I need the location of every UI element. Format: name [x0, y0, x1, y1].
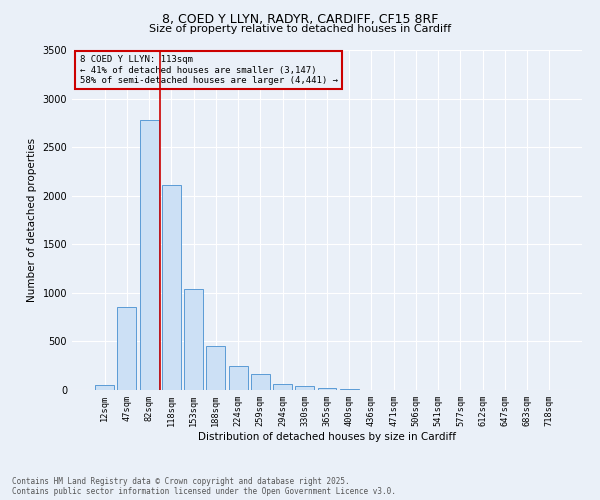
Bar [206, 346, 225, 390]
Bar [162, 185, 181, 390]
Bar [118, 308, 136, 390]
Bar [184, 289, 203, 390]
Bar [251, 374, 270, 390]
Y-axis label: Number of detached properties: Number of detached properties [27, 138, 37, 302]
Bar [273, 384, 292, 390]
Bar [95, 385, 114, 390]
Bar [340, 389, 359, 390]
Bar [229, 366, 248, 390]
Text: Size of property relative to detached houses in Cardiff: Size of property relative to detached ho… [149, 24, 451, 34]
Text: 8 COED Y LLYN: 113sqm
← 41% of detached houses are smaller (3,147)
58% of semi-d: 8 COED Y LLYN: 113sqm ← 41% of detached … [80, 55, 338, 85]
Text: 8, COED Y LLYN, RADYR, CARDIFF, CF15 8RF: 8, COED Y LLYN, RADYR, CARDIFF, CF15 8RF [162, 12, 438, 26]
Text: Contains HM Land Registry data © Crown copyright and database right 2025.
Contai: Contains HM Land Registry data © Crown c… [12, 476, 396, 496]
Bar [317, 388, 337, 390]
X-axis label: Distribution of detached houses by size in Cardiff: Distribution of detached houses by size … [198, 432, 456, 442]
Bar [295, 386, 314, 390]
Bar [140, 120, 158, 390]
